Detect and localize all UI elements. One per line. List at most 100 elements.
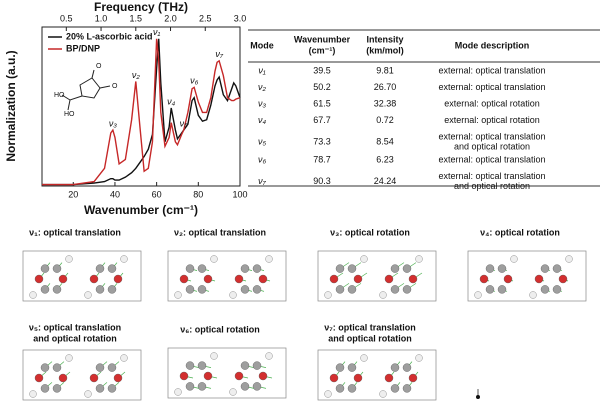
x-tick-label: 80 xyxy=(193,189,203,199)
atom xyxy=(185,361,195,370)
peak-label: ν₆ xyxy=(190,76,199,86)
table-cell: 8.54 xyxy=(376,136,394,146)
y-axis-label: Normalization (a.u.) xyxy=(4,50,18,161)
panel-title: ν₇: optical translation xyxy=(324,322,416,332)
panel-title: ν₆: optical rotation xyxy=(180,324,260,334)
atom xyxy=(84,390,92,398)
atom xyxy=(40,363,50,372)
atom xyxy=(197,285,207,294)
mode-symbol: ν₆ xyxy=(258,154,267,164)
atom xyxy=(234,371,244,381)
atom xyxy=(402,384,412,393)
atom xyxy=(347,264,357,273)
table-cell: 90.3 xyxy=(313,176,331,186)
atom xyxy=(65,354,73,362)
atom xyxy=(120,255,128,263)
mode-symbol: ν₄ xyxy=(258,115,267,125)
legend-label: 20% L-ascorbic acid xyxy=(66,31,153,41)
peak-label: ν₃ xyxy=(109,118,118,128)
table-cell: 61.5 xyxy=(313,98,331,108)
panel-title: ν₅: optical translation xyxy=(29,322,121,332)
table-header: Intensity xyxy=(366,34,403,44)
table-cell: 67.7 xyxy=(313,115,331,125)
atom xyxy=(240,285,250,294)
atom xyxy=(240,264,250,273)
atom xyxy=(529,291,537,299)
atom xyxy=(229,291,237,299)
atom xyxy=(384,274,394,284)
top-axis-label: Frequency (THz) xyxy=(94,0,188,14)
panel-title: ν₄: optical rotation xyxy=(480,227,560,237)
atom xyxy=(252,285,262,294)
atom xyxy=(415,255,423,263)
atom xyxy=(185,382,195,391)
atom xyxy=(95,363,105,372)
atom xyxy=(107,264,117,273)
panel-title: ν₁: optical translation xyxy=(29,227,121,237)
atom xyxy=(474,291,482,299)
atom xyxy=(229,388,237,396)
atom xyxy=(107,363,117,372)
atom xyxy=(185,285,195,294)
atom xyxy=(408,373,418,383)
mode-description: and optical rotation xyxy=(454,141,530,151)
table-cell: 50.2 xyxy=(313,82,331,92)
atom xyxy=(29,291,37,299)
atom xyxy=(113,373,123,383)
panel-frame xyxy=(467,250,587,302)
atom xyxy=(203,371,213,381)
atom xyxy=(402,285,412,294)
panel-title: and optical rotation xyxy=(33,333,117,343)
x-tick-label: 60 xyxy=(152,189,162,199)
mode-description: external: optical translation xyxy=(438,154,545,164)
x-tick-label: 20 xyxy=(68,189,78,199)
svg-text:HO: HO xyxy=(54,92,65,99)
table-cell: 9.81 xyxy=(376,65,394,75)
atom xyxy=(197,382,207,391)
atom xyxy=(485,285,495,294)
atom xyxy=(107,285,117,294)
atom xyxy=(379,390,387,398)
atom xyxy=(324,390,332,398)
atom xyxy=(84,291,92,299)
atom xyxy=(360,255,368,263)
atom xyxy=(107,384,117,393)
atom xyxy=(558,274,568,284)
peak-label: ν₇ xyxy=(215,49,224,59)
atom xyxy=(335,285,345,294)
mode-symbol: ν₇ xyxy=(258,176,267,186)
top-tick-label: 2.5 xyxy=(199,13,212,23)
atom xyxy=(329,373,339,383)
atom xyxy=(197,361,207,370)
table-header: (km/mol) xyxy=(366,45,404,55)
atom xyxy=(552,264,562,273)
peak-label: ν₂ xyxy=(132,70,141,80)
atom xyxy=(95,384,105,393)
table-cell: 26.70 xyxy=(374,82,397,92)
atom xyxy=(565,255,573,263)
legend-label: BP/DNP xyxy=(66,43,100,53)
atom xyxy=(408,274,418,284)
top-tick-label: 2.0 xyxy=(164,13,177,23)
atom xyxy=(52,285,62,294)
mode-description: external: optical translation xyxy=(438,171,545,181)
atom xyxy=(347,384,357,393)
atom xyxy=(258,371,268,381)
atom xyxy=(40,384,50,393)
top-tick-label: 3.0 xyxy=(234,13,247,23)
panel-frame xyxy=(22,250,142,302)
atom xyxy=(174,291,182,299)
plot-frame xyxy=(41,26,241,187)
x-tick-label: 100 xyxy=(232,189,247,199)
atom xyxy=(335,264,345,273)
atom xyxy=(390,384,400,393)
panel-frame xyxy=(317,250,437,302)
table-cell: 78.7 xyxy=(313,154,331,164)
atom xyxy=(185,264,195,273)
peak-label: ν₁ xyxy=(153,27,161,37)
x-axis-label: Wavenumber (cm⁻¹) xyxy=(84,203,198,217)
table-header: (cm⁻¹) xyxy=(309,45,336,55)
x-tick-label: 40 xyxy=(110,189,120,199)
atom xyxy=(234,274,244,284)
atom xyxy=(95,264,105,273)
